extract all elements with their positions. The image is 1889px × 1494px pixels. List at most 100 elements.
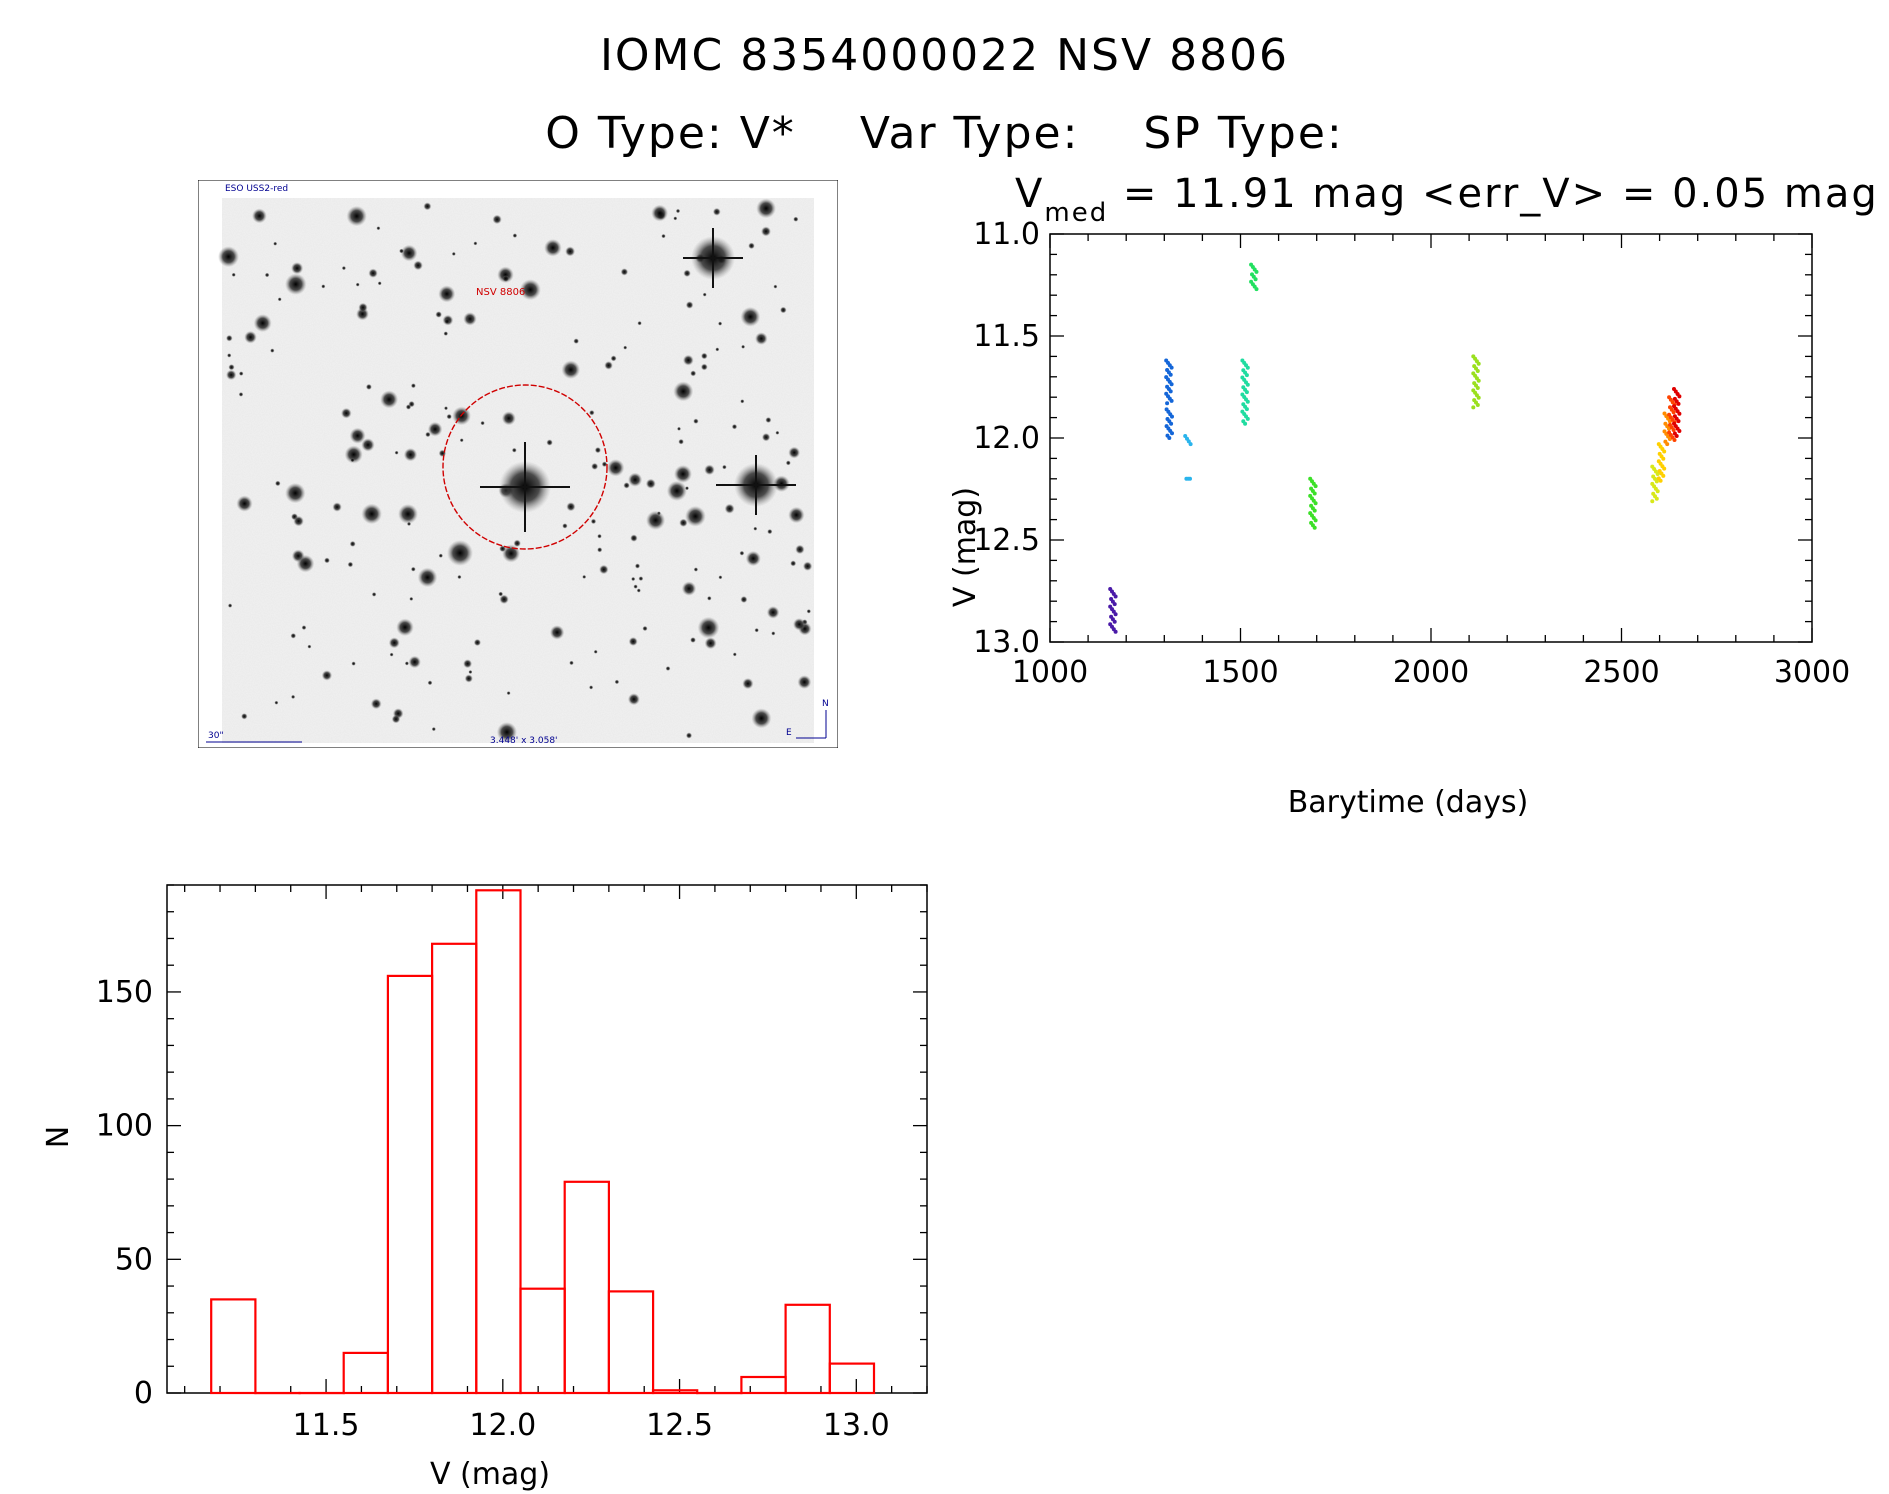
sky-star — [742, 678, 754, 690]
sky-star — [410, 383, 416, 389]
hist-ylabel: N — [41, 1126, 76, 1148]
sky-star — [549, 625, 565, 640]
sky-star — [771, 631, 776, 636]
lc-point — [1245, 365, 1250, 370]
sky-star — [496, 722, 517, 743]
lc-x-tick-label: 2000 — [1393, 655, 1469, 690]
sky-star — [350, 458, 355, 463]
north-label: N — [822, 699, 829, 709]
sky-star — [712, 207, 721, 216]
sky-star — [740, 306, 761, 327]
hist-bar — [210, 1298, 257, 1395]
lc-point — [1165, 401, 1170, 406]
sky-star — [371, 592, 377, 597]
sky-star — [463, 312, 477, 326]
sky-star — [423, 202, 432, 211]
lc-point — [1169, 365, 1174, 370]
sky-star — [427, 421, 443, 437]
sky-star — [630, 534, 638, 542]
sky-star — [341, 266, 346, 271]
lc-point — [1313, 518, 1318, 523]
star-field — [218, 198, 813, 743]
sky-star — [285, 273, 307, 295]
sky-star — [380, 390, 399, 409]
sky-star — [344, 445, 363, 464]
hist-bar — [519, 1287, 566, 1395]
sky-star — [651, 204, 669, 222]
sky-star — [388, 637, 400, 649]
lc-points — [1108, 262, 1682, 634]
sky-star — [678, 438, 684, 445]
hist-bar — [342, 1351, 390, 1395]
sky-star — [628, 637, 638, 646]
sky-star — [227, 603, 233, 608]
sky-star — [270, 348, 275, 353]
lc-point — [1475, 403, 1480, 407]
bright-star-spikes — [480, 228, 796, 532]
hist-bar — [386, 974, 434, 1395]
lc-xlabel: Barytime (days) — [1288, 785, 1529, 820]
sky-star — [370, 698, 382, 710]
lc-title-rest: = 11.91 mag <err_V> = 0.05 mag — [1108, 172, 1879, 217]
sky-star — [409, 596, 414, 601]
sky-star — [685, 301, 694, 309]
sky-star — [293, 515, 304, 527]
sky-star — [519, 279, 541, 301]
sky-star — [389, 652, 394, 657]
lc-point — [1677, 429, 1682, 433]
lc-point — [1244, 407, 1249, 412]
sky-star — [646, 510, 666, 530]
sky-star — [405, 404, 412, 410]
sky-star — [633, 584, 638, 589]
lc-x-tick-label: 1500 — [1202, 655, 1278, 690]
sky-star — [620, 268, 629, 276]
lc-point — [1471, 405, 1476, 410]
sky-star — [264, 272, 270, 278]
sky-star — [502, 275, 510, 282]
lc-point — [1253, 277, 1258, 282]
sky-star — [755, 332, 768, 345]
sky-star — [377, 281, 382, 286]
sky-star — [715, 347, 720, 352]
hist-bar — [784, 1303, 831, 1395]
lc-point — [1476, 378, 1481, 383]
sky-star — [724, 503, 735, 514]
sky-star — [597, 547, 603, 553]
sky-star — [661, 233, 666, 239]
lc-y-tick-label: 12.5 — [973, 523, 1040, 558]
sky-star — [274, 700, 279, 705]
sky-star — [218, 246, 239, 268]
sky-star — [610, 355, 617, 362]
hist-bar — [431, 942, 478, 1395]
sky-star — [404, 661, 409, 666]
scale-label: 30" — [208, 731, 224, 741]
sky-star — [399, 248, 404, 254]
sky-star — [361, 438, 375, 452]
sky-star — [444, 318, 450, 324]
sky-star — [349, 540, 356, 547]
sky-star — [628, 472, 643, 487]
sky-star — [795, 544, 805, 555]
lc-point — [1169, 421, 1174, 426]
lc-point — [1654, 479, 1659, 484]
sky-star — [590, 518, 597, 525]
lc-point — [1168, 372, 1173, 377]
hist-x-tick-label: 12.0 — [469, 1408, 536, 1443]
sky-star — [273, 241, 278, 246]
field-size-label: 3.448' x 3.058' — [490, 736, 558, 746]
sky-star — [499, 594, 509, 604]
hist-x-tick-label: 13.0 — [823, 1408, 890, 1443]
sky-star — [431, 727, 436, 732]
sky-star — [793, 216, 799, 222]
hist-y-tick-label: 150 — [96, 975, 153, 1010]
lc-point — [1112, 619, 1117, 624]
spectral-type: SP Type: — [1143, 108, 1344, 159]
hist-bar — [828, 1362, 876, 1395]
lc-point — [1313, 484, 1318, 489]
lc-point — [1676, 401, 1681, 406]
east-label: E — [786, 728, 792, 738]
sky-star — [718, 575, 723, 580]
sky-star — [358, 302, 368, 313]
sky-star — [627, 693, 640, 706]
sky-star — [506, 691, 511, 696]
